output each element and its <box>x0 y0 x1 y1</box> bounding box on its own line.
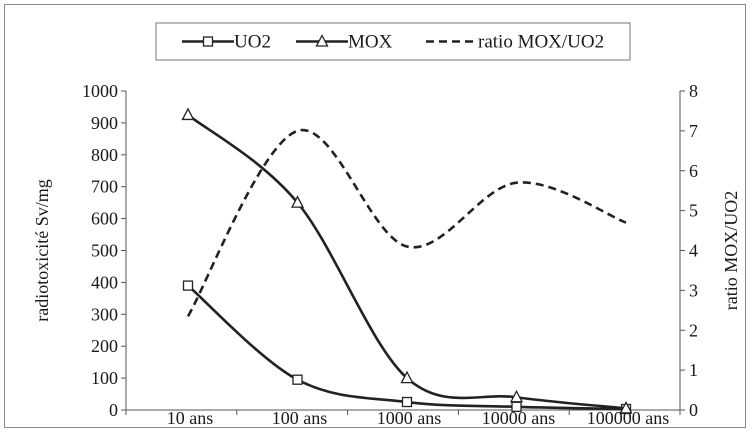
y-tick-label-left: 500 <box>91 241 118 261</box>
y-tick-label-right: 5 <box>689 201 698 221</box>
legend: UO2 MOX ratio MOX/UO2 <box>155 22 631 61</box>
x-tick-label: 1000 ans <box>377 408 442 428</box>
y-tick-label-right: 6 <box>689 161 698 181</box>
chart-frame <box>4 4 746 428</box>
y-tick-label-right: 7 <box>689 121 698 141</box>
y-tick-label-left: 100 <box>91 368 118 388</box>
y-tick-label-right: 2 <box>689 320 698 340</box>
legend-label-mox: MOX <box>348 32 393 53</box>
y-axis-title-left: radiotoxicité Sv/mg <box>32 179 52 321</box>
series-line-mox <box>187 113 627 410</box>
series-layer <box>181 107 633 415</box>
data-point-uo2 <box>401 396 413 408</box>
data-point-uo2 <box>292 374 303 385</box>
y-tick-label-left: 200 <box>91 336 118 356</box>
legend-label-uo2: UO2 <box>234 32 271 53</box>
y-tick-label-left: 900 <box>91 113 118 133</box>
y-tick-label-right: 8 <box>689 81 698 101</box>
x-tick-label: 100 ans <box>272 408 328 428</box>
data-point-mox <box>290 195 305 208</box>
y-tick-label-left: 800 <box>91 145 118 165</box>
y-tick-label-right: 4 <box>689 241 698 261</box>
data-point-mox <box>509 389 524 403</box>
y-tick-label-left: 700 <box>91 177 118 197</box>
data-point-uo2 <box>511 401 522 412</box>
y-tick-label-right: 1 <box>689 360 698 380</box>
data-point-uo2 <box>182 280 194 291</box>
data-point-mox <box>619 401 633 414</box>
y-tick-label-left: 600 <box>91 209 118 229</box>
x-tick-label: 10 ans <box>167 408 214 428</box>
series-line-ratio-mox-uo2 <box>186 128 627 317</box>
y-tick-label-right: 0 <box>689 400 698 420</box>
y-tick-label-left: 300 <box>91 304 118 324</box>
data-point-mox <box>181 107 195 121</box>
x-tick-label: 10000 ans <box>482 408 556 428</box>
y-tick-label-right: 3 <box>689 280 698 300</box>
y-tick-label-left: 1000 <box>82 81 118 101</box>
y-axis-title-right: ratio MOX/UO2 <box>721 191 741 311</box>
data-point-mox <box>400 370 414 384</box>
axes: 0 100 200 300 400 500 600 700 800 900 1000 0 1 2 3 4 5 6 7… <box>32 81 741 428</box>
x-tick-label: 100000 ans <box>587 408 670 428</box>
legend-box <box>155 22 631 61</box>
legend-label-ratio-mox-uo2: ratio MOX/UO2 <box>478 32 604 53</box>
y-tick-label-left: 0 <box>109 400 118 420</box>
series-line-uo2 <box>187 284 627 411</box>
legend-marker-mox <box>315 34 329 47</box>
legend-marker-uo2 <box>202 36 214 47</box>
y-tick-label-left: 400 <box>91 272 118 292</box>
